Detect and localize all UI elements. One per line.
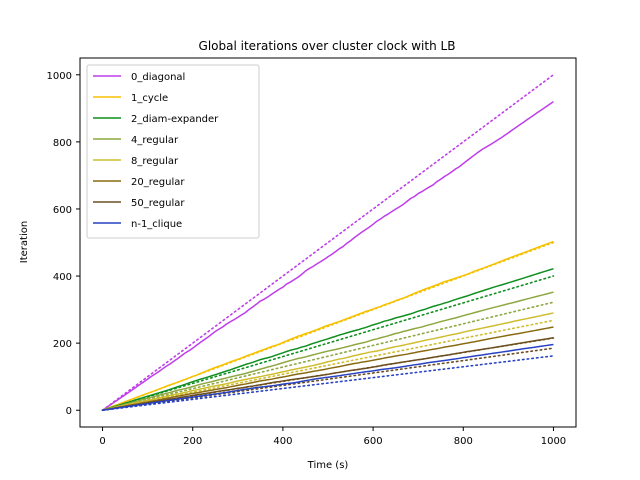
series-line (102, 312, 554, 411)
x-axis-label: Time (s) (307, 460, 349, 471)
y-axis: 0 200 400 600 800 1000 (47, 71, 80, 417)
y-tick-label: 200 (53, 339, 72, 350)
x-tick-label: 200 (183, 436, 202, 447)
series-dotted-line (101, 301, 555, 412)
series-dotted-line (101, 319, 555, 412)
series-line (102, 337, 554, 411)
x-tick-label: 400 (273, 436, 292, 447)
series-line (102, 326, 554, 411)
x-tick-label: 600 (364, 436, 383, 447)
series-line (102, 100, 554, 411)
x-tick-label: 0 (99, 436, 105, 447)
legend-items: 0_diagonal 1_cycle 2_diam-expander 4_regula… (93, 72, 219, 230)
series-dotted-line (101, 355, 555, 412)
series-line (102, 291, 554, 411)
legend-label: n-1_clique (131, 219, 182, 230)
y-tick-label: 600 (53, 205, 72, 216)
legend-label: 1_cycle (131, 93, 168, 104)
legend-label: 8_regular (131, 156, 179, 167)
series-line (102, 343, 554, 411)
legend-label: 2_diam-expander (131, 114, 219, 125)
x-axis: 0 200 400 600 800 1000 (99, 427, 566, 447)
x-tick-label: 1000 (541, 436, 566, 447)
y-tick-label: 0 (66, 406, 72, 417)
y-tick-label: 800 (53, 138, 72, 149)
series-line (102, 267, 554, 411)
legend: 0_diagonal 1_cycle 2_diam-expander 4_regula… (86, 64, 260, 239)
series-layer (101, 73, 555, 412)
series-dotted-line (101, 73, 555, 412)
legend-label: 4_regular (131, 135, 179, 146)
legend-box (86, 64, 260, 239)
chart-title: Global iterations over cluster clock wit… (199, 39, 456, 53)
y-tick-label: 400 (53, 272, 72, 283)
series-dotted-line (101, 275, 555, 412)
series-line (102, 240, 554, 411)
legend-label: 0_diagonal (131, 72, 185, 83)
legend-label: 20_regular (131, 177, 185, 188)
x-tick-label: 800 (454, 436, 473, 447)
y-axis-label: Iteration (19, 221, 30, 263)
legend-label: 50_regular (131, 198, 185, 209)
y-tick-label: 1000 (47, 71, 72, 82)
plot-frame (79, 57, 577, 428)
